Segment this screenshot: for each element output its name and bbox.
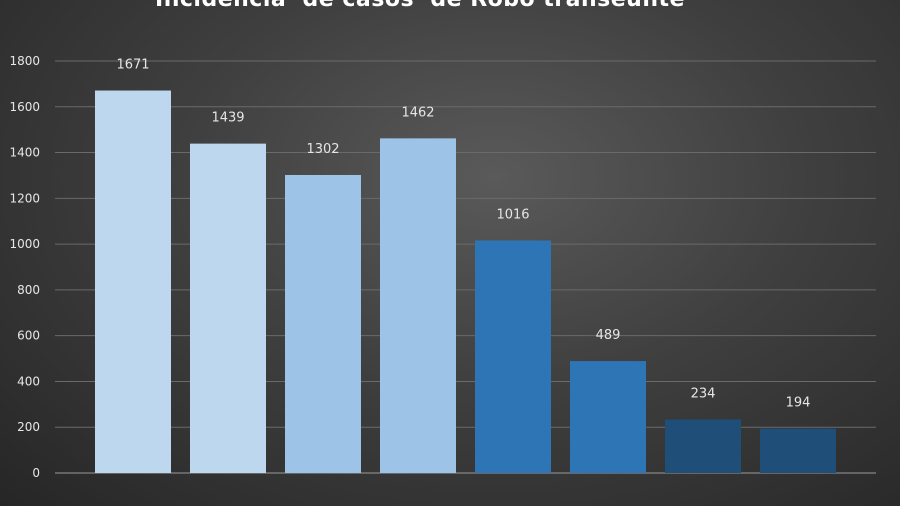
bar	[665, 419, 741, 473]
data-labels: 1671 1439 1302 1462 1016 489 234 194	[116, 58, 810, 411]
data-label: 1462	[401, 105, 434, 120]
bar	[95, 90, 171, 473]
data-label: 489	[596, 328, 621, 343]
bar	[285, 174, 361, 473]
data-label: 1302	[306, 142, 339, 157]
data-label: 194	[786, 396, 811, 411]
data-label: 1671	[116, 58, 149, 73]
y-tick-label: 1000	[9, 237, 40, 251]
data-label: 1016	[496, 207, 529, 222]
data-label: 1439	[211, 111, 244, 126]
data-label: 234	[691, 386, 716, 401]
gridlines	[55, 60, 876, 474]
y-tick-label: 1600	[9, 100, 40, 114]
bar	[190, 143, 266, 473]
chart-title: Incidencia de casos de Robo transeúnte	[0, 0, 840, 12]
y-tick-label: 200	[17, 420, 40, 434]
y-tick-label: 1400	[9, 146, 40, 160]
y-tick-label: 800	[17, 283, 40, 297]
bar	[475, 240, 551, 473]
y-tick-label: 1200	[9, 191, 40, 205]
bar	[760, 428, 836, 473]
y-tick-label: 400	[17, 374, 40, 388]
y-tick-label: 1800	[9, 54, 40, 68]
bars	[95, 90, 836, 473]
bar	[380, 138, 456, 473]
y-axis: 0 200 400 600 800 1000 1200 1400 1600 1800	[9, 54, 40, 480]
y-tick-label: 0	[32, 466, 40, 480]
y-tick-label: 600	[17, 329, 40, 343]
bar	[570, 361, 646, 473]
